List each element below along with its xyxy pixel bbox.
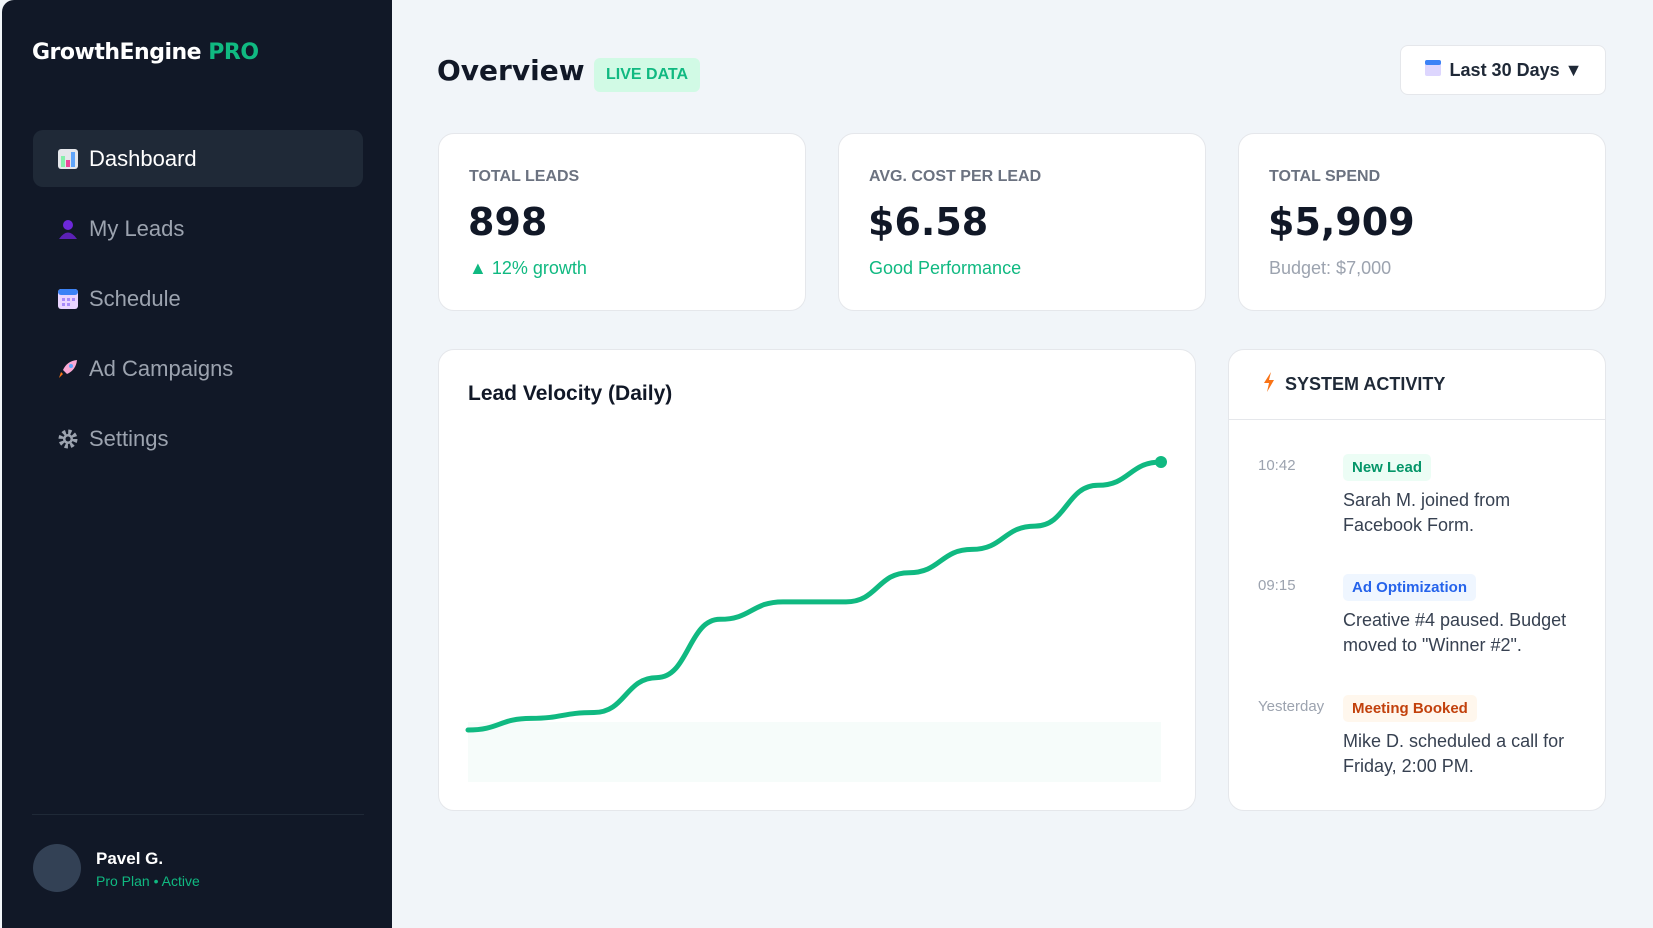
stat-growth: ▲ 12% growth [469,258,587,278]
activity-time: Yesterday [1258,698,1325,715]
sidebar-item-dashboard[interactable]: Dashboard [33,130,363,187]
bar-chart-icon [57,148,79,170]
sidebar-item-label: Schedule [89,285,181,311]
activity-header: SYSTEM ACTIVITY [1229,350,1605,420]
sidebar-item-label: My Leads [89,215,185,241]
live-data-badge: LIVE DATA [594,58,701,92]
activity-time: 10:42 [1258,457,1296,474]
sidebar-item-label: Ad Campaigns [89,355,234,381]
logo-suffix: PRO [208,40,259,65]
sidebar: GrowthEngine PRO Dashboard My Leads Sche… [2,0,392,928]
stat-budget: Budget: $7,000 [1269,258,1392,278]
logo: GrowthEngine PRO [32,40,259,65]
sidebar-item-label: Dashboard [89,145,197,171]
user-plan: Pro Plan • Active [96,873,200,889]
stat-label: TOTAL LEADS [469,168,580,185]
activity-badge: Ad Optimization [1343,574,1476,601]
stat-card-total-spend: TOTAL SPEND $5,909 Budget: $7,000 [1238,133,1606,311]
chart-series-line [465,459,1164,733]
user-name: Pavel G. [96,849,164,868]
activity-time: 09:15 [1258,577,1296,594]
activity-title: SYSTEM ACTIVITY [1285,374,1446,394]
user-icon [57,218,79,240]
logo-name: GrowthEngine [32,40,202,65]
avatar[interactable] [33,844,81,892]
chart-card: Lead Velocity (Daily) [438,349,1196,811]
activity-text: Mike D. scheduled a call for Friday, 2:0… [1343,731,1565,776]
activity-card: SYSTEM ACTIVITY 10:42 New Lead Sarah M. … [1228,349,1606,811]
chart-point [1155,456,1167,468]
date-range-button[interactable]: Last 30 Days ▼ [1400,45,1606,95]
lightning-icon [1263,372,1275,397]
stat-value: 898 [468,200,548,244]
stat-value: $6.58 [868,200,989,244]
sidebar-item-my-leads[interactable]: My Leads [33,200,363,257]
calendar-icon [57,288,79,310]
lead-velocity-chart [465,456,1167,782]
stat-card-total-leads: TOTAL LEADS 898 ▲ 12% growth [438,133,806,311]
activity-text: Sarah M. joined from Facebook Form. [1343,490,1511,535]
activity-text: Creative #4 paused. Budget moved to "Win… [1343,610,1567,655]
sidebar-item-schedule[interactable]: Schedule [33,270,363,327]
rocket-icon [57,358,79,380]
page-title: Overview [437,54,585,87]
date-range-label: Last 30 Days ▼ [1449,59,1583,80]
stat-card-avg-cost: AVG. COST PER LEAD $6.58 Good Performanc… [838,133,1206,311]
sidebar-divider [32,814,364,815]
activity-badge: Meeting Booked [1343,695,1477,722]
stat-value: $5,909 [1268,200,1415,244]
chart-title: Lead Velocity (Daily) [468,382,673,405]
sidebar-item-label: Settings [89,425,169,451]
calendar-icon [1424,59,1442,82]
stat-label: AVG. COST PER LEAD [869,168,1042,185]
activity-badge: New Lead [1343,454,1432,481]
sidebar-item-settings[interactable]: Settings [33,410,363,467]
stat-label: TOTAL SPEND [1269,168,1381,185]
sidebar-item-ad-campaigns[interactable]: Ad Campaigns [33,340,363,397]
gear-icon [57,428,79,450]
stat-status: Good Performance [869,258,1022,278]
chart-area-fill [468,722,1161,782]
